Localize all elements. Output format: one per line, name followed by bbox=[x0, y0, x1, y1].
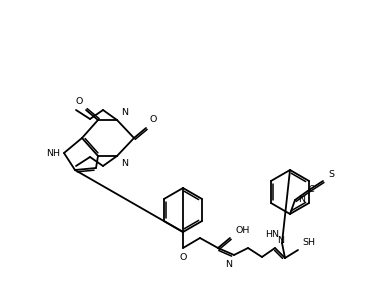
Text: NH: NH bbox=[46, 149, 60, 158]
Text: N: N bbox=[121, 108, 128, 117]
Text: O: O bbox=[76, 97, 83, 106]
Text: C: C bbox=[308, 186, 314, 195]
Text: S: S bbox=[328, 170, 334, 179]
Text: HN: HN bbox=[265, 230, 279, 239]
Text: N: N bbox=[277, 236, 284, 245]
Text: N: N bbox=[298, 195, 305, 204]
Text: SH: SH bbox=[302, 238, 315, 247]
Text: O: O bbox=[149, 115, 156, 124]
Text: OH: OH bbox=[235, 226, 250, 235]
Text: N: N bbox=[121, 159, 128, 168]
Text: N: N bbox=[225, 260, 232, 269]
Text: O: O bbox=[179, 253, 187, 262]
